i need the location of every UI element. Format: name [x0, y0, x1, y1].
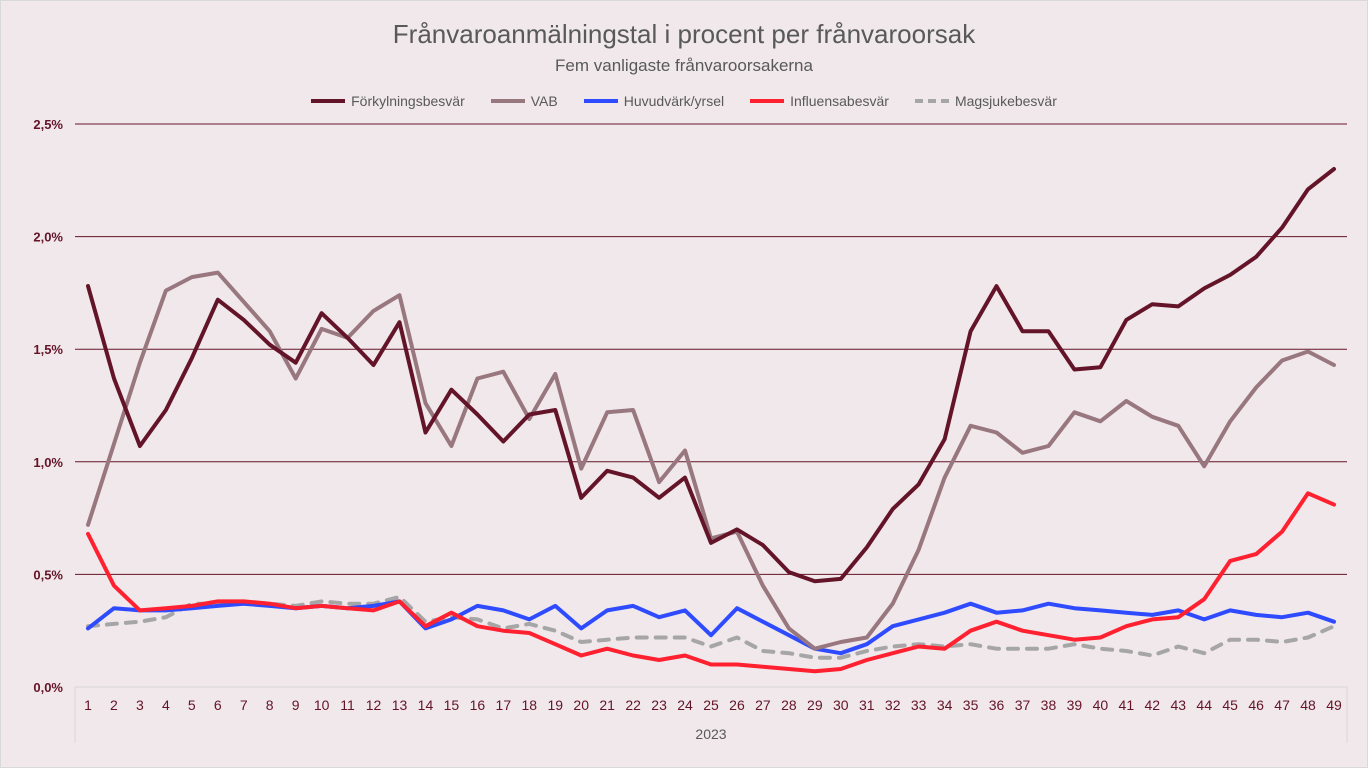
series-line-1	[86, 270, 1336, 651]
x-tick-label: 28	[781, 697, 797, 713]
x-tick-label: 10	[314, 697, 330, 713]
x-tick-label: 35	[963, 697, 979, 713]
x-tick-label: 1	[84, 697, 92, 713]
x-tick-label: 31	[859, 697, 875, 713]
legend-swatch	[311, 99, 346, 103]
x-tick-label: 32	[885, 697, 901, 713]
x-tick-label: 9	[292, 697, 300, 713]
y-tick-label: 0,0%	[33, 680, 63, 695]
x-tick-label: 36	[989, 697, 1005, 713]
x-tick-label: 19	[547, 697, 563, 713]
x-tick-label: 3	[136, 697, 144, 713]
chart-title: Frånvaroanmälningstal i procent per från…	[392, 19, 976, 49]
x-tick-label: 20	[573, 697, 589, 713]
legend-label: Influensabesvär	[790, 93, 889, 109]
x-tick-label: 44	[1196, 697, 1212, 713]
x-tick-label: 30	[833, 697, 849, 713]
x-tick-label: 49	[1326, 697, 1342, 713]
x-tick-label: 5	[188, 697, 196, 713]
legend-label: Huvudvärk/yrsel	[623, 93, 725, 109]
chart-subtitle: Fem vanligaste frånvaroorsakerna	[555, 56, 813, 75]
x-tick-label: 2	[110, 697, 118, 713]
x-tick-label: 17	[496, 697, 512, 713]
legend-item: Huvudvärk/yrsel	[583, 93, 725, 109]
y-tick-label: 1,0%	[33, 455, 63, 470]
y-tick-label: 2,5%	[33, 117, 63, 132]
y-tick-label: 2,0%	[33, 230, 63, 245]
x-tick-label: 41	[1119, 697, 1135, 713]
x-tick-label: 18	[522, 697, 538, 713]
x-tick-label: 22	[625, 697, 641, 713]
x-tick-label: 8	[266, 697, 274, 713]
y-tick-label: 0,5%	[33, 567, 63, 582]
x-tick-label: 13	[392, 697, 408, 713]
legend-item: Magsjukebesvär	[914, 93, 1057, 109]
legend-item: Förkylningsbesvär	[311, 93, 465, 109]
legend-label: Förkylningsbesvär	[351, 93, 465, 109]
y-tick-label: 1,5%	[33, 342, 63, 357]
x-tick-label: 45	[1222, 697, 1238, 713]
x-tick-label: 23	[651, 697, 667, 713]
legend-swatch	[583, 99, 618, 103]
x-tick-label: 38	[1041, 697, 1057, 713]
x-tick-label: 29	[807, 697, 823, 713]
x-tick-label: 16	[470, 697, 486, 713]
legend-item: VAB	[490, 93, 558, 109]
x-tick-label: 46	[1248, 697, 1264, 713]
x-tick-label: 26	[729, 697, 745, 713]
legend-label: VAB	[530, 93, 558, 109]
x-tick-label: 33	[911, 697, 927, 713]
legend-swatch	[750, 99, 785, 103]
x-tick-label: 43	[1170, 697, 1186, 713]
x-tick-label: 14	[418, 697, 434, 713]
legend: Förkylningsbesvär VAB Huvudvärk/yrsel Influ…	[1, 93, 1367, 109]
x-tick-label: 11	[340, 697, 355, 713]
x-tick-label: 39	[1067, 697, 1083, 713]
x-tick-label: 47	[1274, 697, 1290, 713]
legend-swatch	[914, 99, 949, 103]
x-axis-label: 2023	[695, 726, 726, 742]
x-tick-label: 4	[162, 697, 170, 713]
x-tick-label: 27	[755, 697, 771, 713]
x-tick-label: 12	[366, 697, 382, 713]
x-tick-label: 40	[1093, 697, 1109, 713]
x-tick-label: 7	[240, 697, 248, 713]
series-line-4	[86, 594, 1336, 660]
x-tick-label: 25	[703, 697, 719, 713]
x-tick-label: 37	[1015, 697, 1031, 713]
legend-swatch	[490, 99, 525, 103]
series-line-0	[86, 167, 1336, 584]
x-tick-label: 34	[937, 697, 953, 713]
x-tick-label: 6	[214, 697, 222, 713]
x-tick-label: 15	[444, 697, 460, 713]
x-tick-label: 42	[1145, 697, 1161, 713]
legend-label: Magsjukebesvär	[954, 93, 1057, 109]
x-tick-label: 48	[1300, 697, 1316, 713]
legend-item: Influensabesvär	[750, 93, 889, 109]
x-tick-label: 21	[599, 697, 615, 713]
series-line-3	[86, 491, 1336, 674]
x-tick-label: 24	[677, 697, 693, 713]
